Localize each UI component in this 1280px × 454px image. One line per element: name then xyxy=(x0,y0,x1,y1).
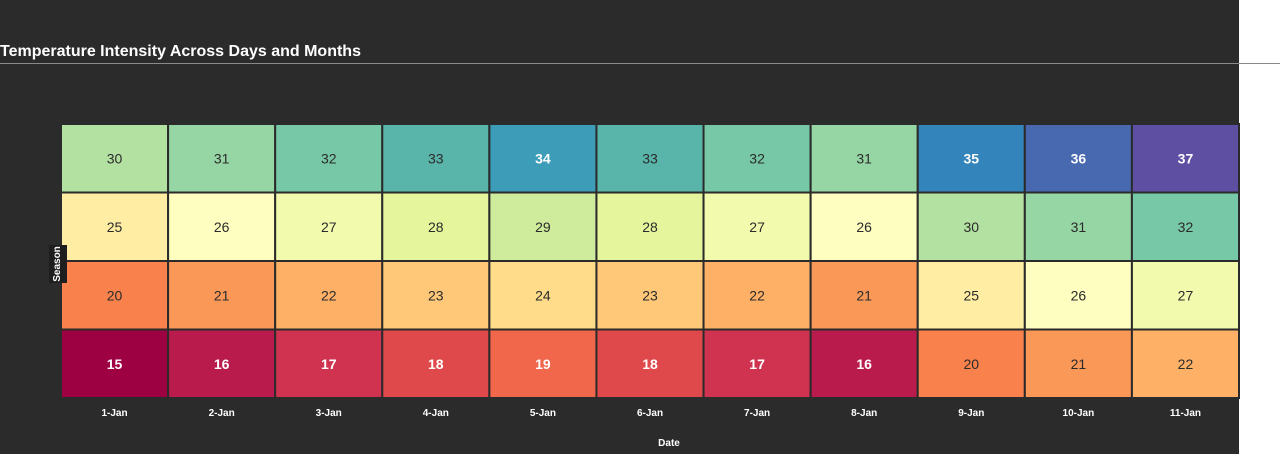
x-tick-label: 10-Jan xyxy=(1063,408,1095,419)
cell-value-label: 33 xyxy=(642,150,658,166)
cell-value-label: 23 xyxy=(428,287,444,303)
cell-value-label: 32 xyxy=(1178,219,1194,235)
cell-value-label: 20 xyxy=(107,287,123,303)
cell-value-label: 27 xyxy=(1178,287,1194,303)
cell-value-label: 37 xyxy=(1178,150,1194,166)
cell-value-label: 31 xyxy=(856,150,872,166)
y-axis-label-background xyxy=(49,245,67,283)
cell-value-label: 22 xyxy=(749,287,765,303)
x-tick-label: 1-Jan xyxy=(101,408,127,419)
cell-value-label: 32 xyxy=(321,150,337,166)
x-tick-label: 4-Jan xyxy=(423,408,449,419)
cell-value-label: 31 xyxy=(214,150,230,166)
cell-value-label: 16 xyxy=(856,356,872,372)
cell-value-label: 17 xyxy=(321,356,337,372)
cell-value-label: 26 xyxy=(214,219,230,235)
heatmap-cell xyxy=(809,191,919,262)
heatmap-cell xyxy=(595,328,705,399)
chart-title: Temperature Intensity Across Days and Mo… xyxy=(0,43,361,60)
x-tick-label: 7-Jan xyxy=(744,408,770,419)
cell-value-label: 34 xyxy=(535,150,551,166)
heatmap-cell xyxy=(1130,191,1240,262)
cell-value-label: 26 xyxy=(856,219,872,235)
x-tick-label: 3-Jan xyxy=(316,408,342,419)
cell-value-label: 25 xyxy=(963,287,979,303)
y-axis-label-group: Season xyxy=(49,245,67,283)
heatmap-cell xyxy=(595,260,705,331)
cell-value-label: 28 xyxy=(642,219,658,235)
cell-value-label: 31 xyxy=(1071,219,1087,235)
x-tick-label: 6-Jan xyxy=(637,408,663,419)
x-tick-label: 9-Jan xyxy=(958,408,984,419)
heatmap-cell xyxy=(702,123,812,194)
heatmap-cell xyxy=(381,191,491,262)
cell-value-label: 32 xyxy=(749,150,765,166)
x-tick-label: 8-Jan xyxy=(851,408,877,419)
cell-value-label: 27 xyxy=(321,219,337,235)
cell-value-label: 23 xyxy=(642,287,658,303)
heatmap-cell xyxy=(274,328,384,399)
heatmap-cell xyxy=(916,191,1026,262)
heatmap-cell xyxy=(167,328,277,399)
heatmap-cell xyxy=(488,123,598,194)
cell-value-label: 36 xyxy=(1071,150,1087,166)
heatmap-cell xyxy=(1023,328,1133,399)
heatmap-cell xyxy=(274,260,384,331)
x-axis-ticks: 1-Jan 2-Jan 3-Jan 4-Jan 5-Jan 6-Jan 7-Jan 8-Jan… xyxy=(101,408,1201,419)
heatmap-cell xyxy=(1023,191,1133,262)
heatmap-cell xyxy=(381,260,491,331)
cell-value-label: 16 xyxy=(214,356,230,372)
cell-value-label: 22 xyxy=(321,287,337,303)
cell-value-label: 21 xyxy=(1071,356,1087,372)
heatmap-cells: 30 31 32 33 34 33 32 31 35 36 37 25 26 27 28 29 28 27 26 30… xyxy=(60,123,1240,399)
heatmap-cell xyxy=(488,260,598,331)
cell-value-label: 30 xyxy=(963,219,979,235)
cell-value-label: 17 xyxy=(749,356,765,372)
cell-value-label: 33 xyxy=(428,150,444,166)
cell-value-label: 21 xyxy=(214,287,230,303)
y-axis-label: Season xyxy=(52,246,63,282)
cell-value-label: 18 xyxy=(642,356,658,372)
heatmap-cell xyxy=(916,328,1026,399)
x-tick-label: 2-Jan xyxy=(209,408,235,419)
cell-value-label: 26 xyxy=(1071,287,1087,303)
cell-value-label: 24 xyxy=(535,287,551,303)
heatmap-cell xyxy=(595,191,705,262)
title-divider xyxy=(0,63,1280,64)
x-tick-label: 5-Jan xyxy=(530,408,556,419)
heatmap-cell xyxy=(488,328,598,399)
cell-value-label: 35 xyxy=(963,150,979,166)
heatmap-cell xyxy=(274,123,384,194)
cell-value-label: 19 xyxy=(535,356,551,372)
cell-value-label: 27 xyxy=(749,219,765,235)
cell-value-label: 18 xyxy=(428,356,444,372)
heatmap-cell xyxy=(1130,328,1240,399)
heatmap-cell xyxy=(809,328,919,399)
cell-value-label: 15 xyxy=(107,356,123,372)
cell-value-label: 29 xyxy=(535,219,551,235)
heatmap-cell xyxy=(167,191,277,262)
heatmap-cell xyxy=(60,328,170,399)
cell-value-label: 21 xyxy=(856,287,872,303)
cell-value-label: 28 xyxy=(428,219,444,235)
heatmap-cell xyxy=(916,123,1026,194)
cell-value-label: 30 xyxy=(107,150,123,166)
cell-value-label: 25 xyxy=(107,219,123,235)
cell-value-label: 20 xyxy=(963,356,979,372)
heatmap-cell xyxy=(1130,123,1240,194)
cell-value-label: 22 xyxy=(1178,356,1194,372)
heatmap-cell xyxy=(60,123,170,194)
heatmap-cell xyxy=(809,260,919,331)
x-tick-label: 11-Jan xyxy=(1170,408,1201,419)
x-axis-label: Date xyxy=(658,438,680,449)
heatmap-cell xyxy=(702,191,812,262)
heatmap-cell xyxy=(488,191,598,262)
heatmap-cell xyxy=(702,260,812,331)
